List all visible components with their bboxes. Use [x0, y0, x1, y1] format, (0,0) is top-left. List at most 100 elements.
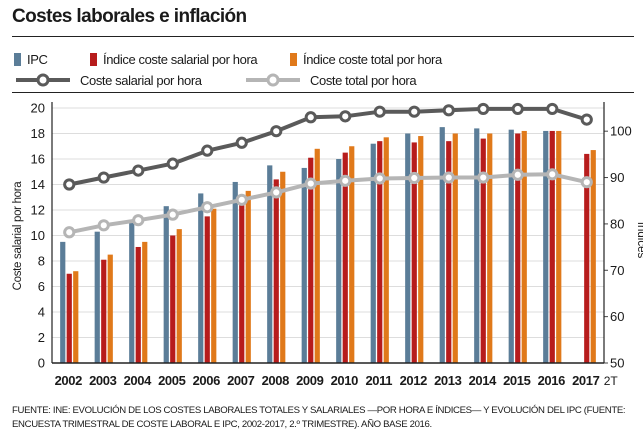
line-point-salarial-cost: [235, 136, 248, 149]
bar-ipc: [405, 133, 411, 363]
line-point-salarial-cost: [580, 113, 593, 126]
bar-salarial-index: [273, 179, 279, 363]
y-axis-title-right: Índices: [635, 222, 643, 259]
legend-rule: [12, 92, 634, 93]
line-point-total-cost: [132, 214, 145, 227]
line-point-salarial-cost: [304, 111, 317, 124]
x-tick-label: 2010: [331, 373, 358, 388]
bar-ipc: [60, 241, 66, 363]
line-point-total-cost: [408, 171, 421, 185]
chart-title: Costes laborales e inflación: [12, 6, 247, 27]
bar-ipc: [163, 206, 169, 363]
line-point-total-cost: [270, 186, 283, 199]
chart-area: 0 2 4 6 8 10 12 14 16 18 20 50 60 70 80 90 100 2002 2003 20…: [12, 101, 643, 389]
bar-salarial-index: [446, 141, 452, 363]
bar-ipc: [439, 127, 445, 363]
line-point-salarial-cost: [442, 104, 455, 117]
bar-total-index: [73, 271, 79, 363]
series-line-salarial-cost: [68, 106, 588, 187]
bar-salarial-index: [170, 235, 176, 363]
x-tick-label: 2017: [572, 373, 599, 388]
bar-salarial-index: [101, 259, 107, 363]
bar-total-index: [383, 137, 389, 363]
bar-total-index: [280, 171, 286, 363]
bar-total-index: [590, 150, 596, 363]
x-tick-label: 2013: [434, 373, 461, 388]
bar-salarial-index: [308, 157, 314, 363]
bar-total-index: [176, 229, 182, 363]
y-tick-label-right: 50: [610, 356, 624, 371]
legend-item-ipc: IPC: [14, 50, 48, 68]
salarial-index-swatch: [90, 52, 97, 66]
bar-total-index: [452, 133, 458, 363]
bar-total-index: [487, 133, 493, 363]
line-point-salarial-cost: [270, 125, 283, 138]
bar-total-index: [521, 130, 527, 363]
x-tick-label: 2009: [296, 373, 323, 388]
bar-total-index: [245, 190, 251, 363]
y-tick-label-left: 10: [31, 228, 45, 243]
bar-salarial-index: [204, 216, 210, 363]
bar-salarial-index: [411, 142, 417, 363]
x-tick-label: 2012: [400, 373, 427, 388]
bar-ipc: [301, 167, 307, 363]
bar-salarial-index: [549, 130, 555, 363]
bar-salarial-index: [584, 153, 590, 363]
y-tick-label-left: 20: [31, 101, 45, 116]
bar-ipc: [543, 130, 549, 363]
y-tick-label-left: 4: [38, 305, 45, 320]
line-point-salarial-cost: [132, 164, 145, 177]
bar-ipc: [336, 159, 342, 363]
line-point-total-cost: [546, 168, 559, 181]
x-tick-label: 2005: [158, 373, 185, 388]
bar-total-index: [211, 208, 217, 363]
legend-item-total-cost: Coste total por hora: [244, 71, 417, 89]
bar-ipc: [267, 165, 273, 363]
line-point-total-cost: [442, 171, 455, 184]
y-tick-label-right: 80: [610, 216, 624, 231]
bar-ipc: [370, 143, 376, 363]
x-tick-label: 2011: [365, 373, 392, 388]
legend-label-ipc: IPC: [27, 51, 48, 67]
series-line-total-cost: [68, 172, 588, 235]
x-tick-label: 2014: [469, 373, 497, 388]
y-tick-label-left: 2: [38, 330, 45, 345]
bar-ipc: [232, 181, 238, 363]
y-tick-label-left: 6: [38, 279, 45, 294]
bar-ipc: [198, 193, 204, 363]
legend-item-total-index: Índice coste total por hora: [290, 50, 442, 68]
legend-item-salarial-index: Índice coste salarial por hora: [90, 50, 258, 68]
title-rule: [12, 36, 634, 37]
legend-label-total-cost: Coste total por hora: [310, 72, 417, 88]
source-note: FUENTE: INE: EVOLUCIÓN DE LOS COSTES LAB…: [12, 405, 626, 430]
line-point-total-cost: [235, 193, 248, 206]
ipc-swatch: [14, 52, 21, 66]
y-axis-title-left: Coste salarial por hora: [12, 181, 24, 291]
y-tick-label-right: 100: [610, 124, 632, 139]
y-tick-label-right: 70: [610, 263, 624, 278]
bar-total-index: [349, 146, 355, 363]
x-tick-label: 2003: [89, 373, 116, 388]
y-tick-label-left: 8: [38, 254, 45, 269]
bar-total-index: [314, 148, 320, 363]
x-tick-label: 2015: [503, 373, 530, 388]
y-tick-label-left: 16: [31, 152, 45, 167]
bar-salarial-index: [515, 133, 521, 363]
line-point-salarial-cost: [408, 105, 421, 118]
y-tick-label-left: 0: [38, 356, 45, 371]
bar-ipc: [94, 231, 100, 363]
line-point-total-cost: [97, 219, 110, 232]
line-point-total-cost: [166, 208, 179, 221]
line-point-total-cost: [580, 176, 593, 189]
bar-salarial-index: [480, 138, 486, 363]
bar-salarial-index: [239, 203, 245, 363]
line-point-salarial-cost: [166, 157, 179, 170]
line-point-total-cost: [63, 226, 76, 239]
x-tick-label: 2007: [227, 373, 254, 388]
line-point-total-cost: [339, 174, 352, 187]
bar-ipc: [129, 222, 135, 363]
legend-item-salarial-cost: Coste salarial por hora: [14, 71, 202, 89]
x-tick-suffix: 2T: [604, 374, 619, 388]
line-point-total-cost: [304, 177, 317, 190]
line-point-total-cost: [373, 172, 386, 185]
